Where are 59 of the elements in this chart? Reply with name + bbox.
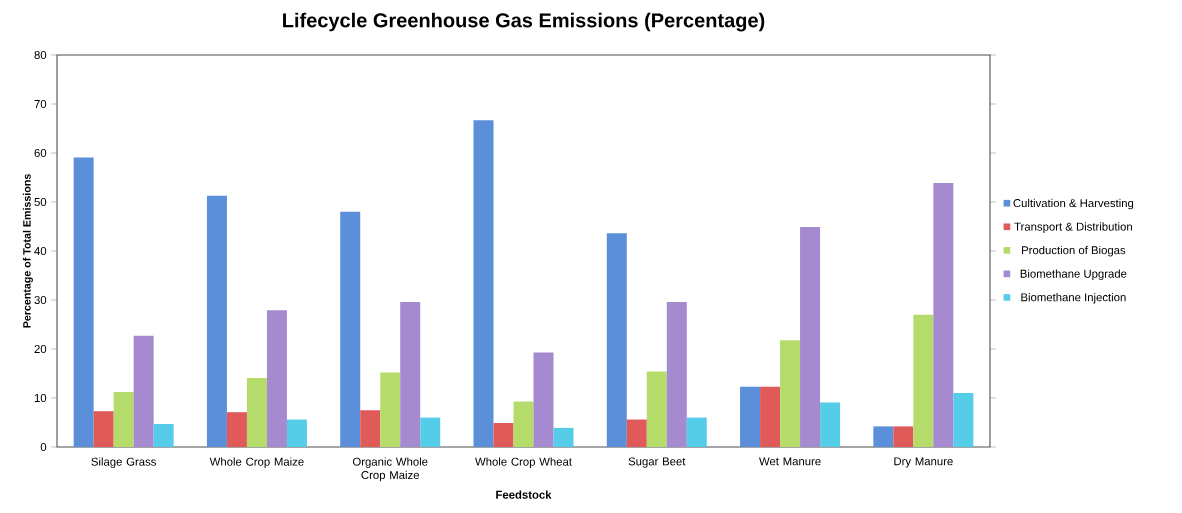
y-tick-label: 60 [34, 149, 47, 158]
legend-label: Cultivation & Harvesting [1013, 198, 1134, 210]
bar [606, 233, 627, 447]
bar [73, 157, 94, 447]
bar [380, 372, 401, 447]
x-tick-label: Dry Manure [894, 457, 953, 468]
x-tick-label: Organic Whole Crop Maize [352, 457, 428, 482]
bar [913, 314, 934, 447]
bar [873, 426, 894, 447]
y-tick-label: 30 [34, 295, 47, 304]
bar [686, 417, 707, 447]
bar [493, 422, 514, 447]
legend-label: Biomethane Upgrade [1020, 269, 1127, 280]
bar [266, 310, 287, 447]
bar [780, 340, 801, 447]
bar [226, 412, 247, 447]
bar [553, 427, 574, 447]
bar [666, 301, 687, 447]
bar [893, 426, 914, 447]
bar [953, 393, 974, 447]
bar [800, 226, 821, 447]
y-tick-label: 50 [34, 198, 47, 207]
legend-label: Biomethane Injection [1021, 292, 1126, 304]
bar [820, 402, 841, 447]
y-tick-label: 20 [34, 344, 47, 353]
bar [340, 211, 361, 447]
x-tick-label: Sugar Beet [628, 457, 686, 468]
y-axis-title: Percentage of Total Emissions [22, 174, 33, 328]
y-tick-label: 10 [34, 393, 47, 402]
bar [420, 417, 441, 447]
chart-title: Lifecycle Greenhouse Gas Emissions (Percentage) [283, 12, 765, 32]
bar [93, 411, 114, 447]
bar [626, 419, 647, 447]
bar [133, 335, 154, 447]
legend-label: Production of Biogas [1022, 245, 1126, 257]
x-tick-label: Wet Manure [759, 457, 821, 466]
x-tick-label: Silage Grass [91, 457, 156, 468]
bar [400, 301, 421, 447]
bar [246, 377, 267, 447]
bar [153, 423, 174, 447]
y-tick-label: 0 [40, 442, 47, 451]
bar [533, 352, 554, 447]
bar [933, 182, 954, 447]
legend-label: Transport & Distribution [1014, 222, 1132, 233]
bar [760, 386, 781, 447]
bar [286, 419, 307, 447]
x-tick-label: Whole Crop Wheat [475, 457, 572, 468]
bar [646, 371, 667, 447]
bar [473, 120, 494, 447]
y-tick-label: 70 [34, 100, 47, 109]
y-tick-label: 80 [34, 51, 47, 60]
bar [113, 392, 134, 447]
x-axis-title: Feedstock [496, 490, 552, 499]
y-tick-label: 40 [34, 247, 47, 255]
bar [360, 410, 381, 447]
bar [740, 386, 761, 447]
bar [513, 401, 534, 447]
bar [206, 195, 227, 447]
x-tick-label: Whole Crop Maize [209, 457, 304, 468]
